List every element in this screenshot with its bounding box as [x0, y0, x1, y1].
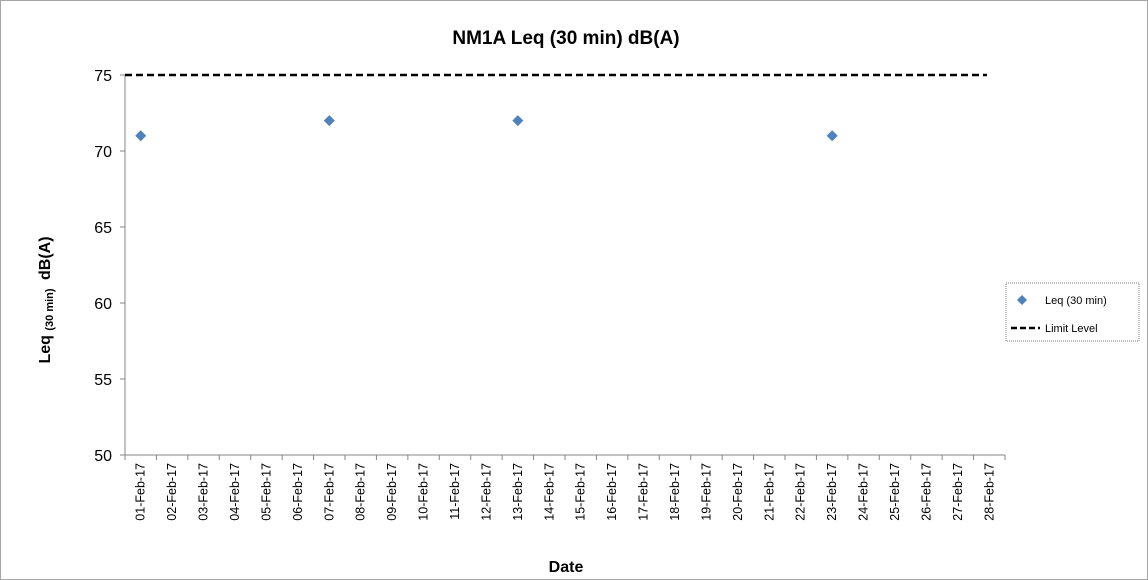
x-tick-label: 11-Feb-17 [448, 463, 462, 520]
y-tick-label: 55 [94, 372, 112, 389]
y-tick-label: 60 [94, 296, 112, 313]
x-tick-label: 28-Feb-17 [982, 463, 996, 521]
y-tick-label: 50 [94, 448, 112, 465]
x-tick-label: 16-Feb-17 [605, 463, 619, 521]
y-tick-label: 65 [94, 220, 112, 237]
x-tick-label: 01-Feb-17 [134, 463, 148, 521]
x-tick-label: 10-Feb-17 [417, 463, 431, 521]
x-tick-label: 18-Feb-17 [668, 463, 682, 521]
x-tick-label: 25-Feb-17 [888, 463, 902, 521]
x-tick-label: 13-Feb-17 [511, 463, 525, 521]
legend: Leq (30 min) Limit Level [1005, 282, 1140, 342]
chart-title: NM1A Leq (30 min) dB(A) [452, 28, 679, 49]
x-tick-label: 09-Feb-17 [385, 463, 399, 521]
x-tick-label: 14-Feb-17 [542, 463, 556, 521]
x-tick-label: 15-Feb-17 [574, 463, 588, 521]
data-point-diamond [826, 130, 838, 142]
x-tick-label: 02-Feb-17 [165, 463, 179, 521]
y-tick-label: 70 [94, 144, 112, 161]
x-tick-label: 27-Feb-17 [951, 463, 965, 521]
x-tick-label: 03-Feb-17 [197, 463, 211, 521]
x-tick-label: 07-Feb-17 [322, 463, 336, 521]
x-tick-label: 06-Feb-17 [291, 463, 305, 521]
x-tick-label: 20-Feb-17 [731, 463, 745, 521]
x-axis-title: Date [549, 559, 584, 576]
legend-label-limit: Limit Level [1045, 323, 1098, 335]
x-tick-label: 12-Feb-17 [479, 463, 493, 521]
x-tick-label: 04-Feb-17 [228, 463, 242, 521]
svg-text:Leq (30 min) dB(A): Leq (30 min) dB(A) [37, 236, 57, 363]
x-tick-label: 24-Feb-17 [857, 463, 871, 521]
x-tick-label: 21-Feb-17 [762, 463, 776, 521]
x-tick-label: 19-Feb-17 [699, 463, 713, 521]
x-tick-label: 26-Feb-17 [919, 463, 933, 521]
y-axis-title-main: Leq [37, 335, 54, 363]
legend-diamond-marker-icon [1017, 295, 1027, 305]
x-tick-label: 23-Feb-17 [825, 463, 839, 521]
y-axis-title: Leq (30 min) dB(A) [37, 236, 57, 363]
y-axis-title-subscript: (30 min) [44, 288, 56, 331]
data-point-diamond [135, 130, 147, 142]
legend-box [1005, 282, 1140, 342]
x-tick-label: 08-Feb-17 [354, 463, 368, 521]
x-tick-label: 17-Feb-17 [637, 463, 651, 521]
x-tick-label: 05-Feb-17 [259, 463, 273, 521]
x-tick-label: 22-Feb-17 [794, 463, 808, 521]
data-point-diamond [512, 115, 524, 127]
data-point-diamond [323, 115, 335, 127]
y-axis-title-suffix: dB(A) [37, 236, 54, 280]
plot-area: 50 55 60 65 70 75 01-Feb-17 02-Feb-17 03-Feb-17 0… [94, 68, 1006, 521]
y-tick-label: 75 [94, 68, 112, 85]
legend-label-leq: Leq (30 min) [1045, 295, 1107, 307]
